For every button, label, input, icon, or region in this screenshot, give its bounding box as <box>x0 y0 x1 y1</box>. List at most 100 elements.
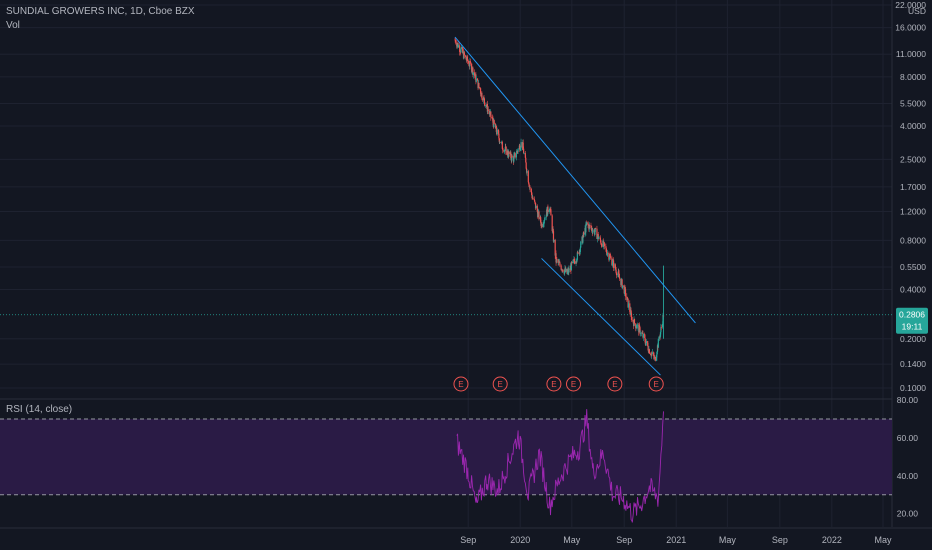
candle-body <box>495 125 497 132</box>
candle-body <box>537 212 539 218</box>
candle-body <box>523 153 525 154</box>
candle-body <box>511 155 513 158</box>
candle-body <box>573 258 575 262</box>
candle-body <box>612 260 615 268</box>
candle-body <box>614 264 616 269</box>
candle-body <box>460 48 462 53</box>
rsi-axis-tick: 60.00 <box>897 433 919 443</box>
candle-body <box>636 324 639 326</box>
rsi-axis-tick: 20.00 <box>897 509 919 519</box>
candle-body <box>576 252 578 260</box>
candle-body <box>651 353 653 355</box>
candle-body <box>559 262 561 266</box>
candle-body <box>577 252 579 254</box>
candle-body <box>630 313 633 320</box>
candle-body <box>653 352 655 356</box>
candle-body <box>574 261 576 264</box>
candle-body <box>594 228 596 232</box>
candle-body <box>472 67 474 75</box>
candle-body <box>555 253 557 263</box>
candle-body <box>489 112 491 115</box>
price-axis-tick: 0.1400 <box>900 359 926 369</box>
candle-body <box>560 265 562 270</box>
candle-body <box>553 239 555 242</box>
candle-body <box>611 264 613 266</box>
candle-body <box>519 145 521 151</box>
earnings-marker <box>648 376 664 392</box>
candle-body <box>514 152 516 158</box>
candle-body <box>538 211 540 220</box>
rsi-line <box>456 409 664 523</box>
candle-body <box>612 260 614 265</box>
candle-body <box>460 47 462 49</box>
candle-body <box>660 327 662 333</box>
candle-body <box>607 252 609 254</box>
candle-body <box>636 325 638 328</box>
candle-body <box>531 192 533 196</box>
candle-body <box>598 237 600 239</box>
candle-body <box>650 353 652 356</box>
candle-body <box>629 303 631 312</box>
candle-body <box>545 216 547 218</box>
candle-body <box>516 150 518 152</box>
candle-body <box>621 279 623 289</box>
candle-body <box>592 230 594 233</box>
price-axis-tick: 0.5500 <box>900 262 926 272</box>
earnings-marker-label: E <box>498 380 503 389</box>
candle-body <box>528 184 530 188</box>
candle-body <box>645 343 647 346</box>
candle-body <box>550 209 552 216</box>
candle-body <box>566 268 568 274</box>
price-axis-tick: 22.0000 <box>895 0 926 10</box>
candle-body <box>617 274 619 276</box>
candle-body <box>486 104 488 112</box>
candle-body <box>583 232 585 235</box>
candle-body <box>547 206 549 213</box>
candle-body <box>662 323 664 328</box>
candle-body <box>562 269 564 272</box>
candle-body <box>457 42 459 48</box>
candle-body <box>656 345 659 353</box>
candle-body <box>536 205 538 212</box>
candle-body <box>508 151 510 157</box>
rsi-band <box>0 418 892 495</box>
candle-body <box>487 109 489 111</box>
candle-body <box>609 255 611 259</box>
rsi-legend: RSI (14, close) <box>6 404 73 415</box>
candle-body <box>520 142 522 148</box>
candle-body <box>475 74 477 82</box>
candle-body <box>459 45 461 52</box>
candle-body <box>528 182 530 185</box>
candle-body <box>590 225 592 229</box>
current-price-tag <box>896 307 928 334</box>
earnings-marker-label: E <box>612 380 617 389</box>
candle-body <box>571 262 573 264</box>
candle-body <box>624 287 626 294</box>
candle-body <box>534 200 536 203</box>
earnings-marker-label: E <box>458 380 463 389</box>
candle-body <box>472 72 474 75</box>
candle-body <box>496 129 498 135</box>
earnings-marker <box>453 376 469 392</box>
candle-body <box>609 255 611 257</box>
candle-body <box>618 273 620 278</box>
candle-body <box>644 334 646 339</box>
price-axis-tick: 5.5000 <box>900 98 926 108</box>
candle-body <box>491 117 494 119</box>
candle-body <box>513 155 515 162</box>
candle-body <box>603 242 605 244</box>
upper-trendline <box>454 36 696 324</box>
price-axis-tick: 16.0000 <box>895 23 926 33</box>
earnings-marker-label: E <box>654 380 659 389</box>
earnings-marker-label: E <box>571 380 576 389</box>
candle-body <box>457 45 460 48</box>
candle-body <box>530 188 532 193</box>
candle-body <box>632 320 634 323</box>
candle-body <box>484 105 486 106</box>
candle-body <box>543 220 545 224</box>
candle-body <box>651 352 653 354</box>
candle-body <box>502 150 504 152</box>
candle-body <box>626 297 628 300</box>
earnings-marker <box>607 376 623 392</box>
